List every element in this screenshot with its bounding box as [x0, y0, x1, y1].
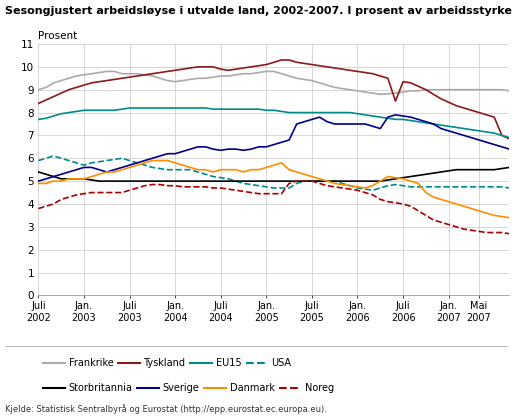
Text: Sesongjustert arbeidsløyse i utvalde land, 2002-2007. I prosent av arbeidsstyrke: Sesongjustert arbeidsløyse i utvalde lan… — [5, 6, 512, 16]
Text: Prosent: Prosent — [38, 31, 78, 41]
Text: Kjelde: Statistisk Sentralbyrå og Eurostat (http://epp.eurostat.ec.europa.eu).: Kjelde: Statistisk Sentralbyrå og Eurost… — [5, 404, 327, 414]
Legend: Storbritannia, Sverige, Danmark, Noreg: Storbritannia, Sverige, Danmark, Noreg — [43, 383, 334, 393]
